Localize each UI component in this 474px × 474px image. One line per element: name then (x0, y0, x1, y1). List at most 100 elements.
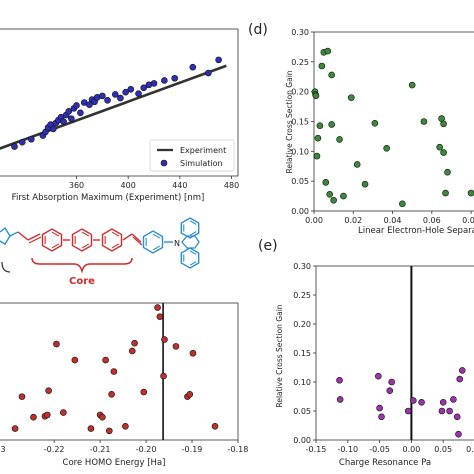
e-y-label: Relative Cross Section Gain (275, 304, 284, 407)
data-point (122, 422, 129, 430)
legend-simulation: Simulation (180, 159, 223, 168)
data-point (27, 135, 35, 143)
data-point (30, 413, 37, 421)
y-tick-label: 0.15 (293, 349, 311, 358)
data-point (204, 69, 212, 77)
data-point (376, 404, 383, 412)
y-tick-label: 0.00 (293, 436, 311, 445)
data-point (18, 138, 26, 146)
x-tick-label: -0.22 (44, 445, 65, 454)
x-tick-label: -0.10 (337, 445, 358, 454)
data-point (87, 425, 95, 432)
data-point (388, 378, 395, 386)
bond (28, 236, 42, 244)
absorption-x-label: First Absorption Maximum (Experiment) [n… (12, 193, 205, 203)
bond (27, 233, 41, 241)
data-point (455, 430, 462, 438)
terminal-brace (1, 261, 11, 273)
data-point (215, 56, 222, 64)
d-x-label: Linear Electron-Hole Separa (358, 226, 474, 236)
panel-label-d: (d) (248, 22, 268, 38)
data-point (117, 94, 124, 102)
data-point (336, 136, 343, 143)
core-label: Core (69, 276, 95, 287)
data-point (444, 168, 451, 176)
data-point (399, 200, 406, 208)
data-point (353, 161, 361, 168)
x-tick-label: -0.20 (136, 445, 157, 454)
data-point (161, 77, 168, 84)
data-point (108, 391, 115, 398)
data-point (60, 409, 67, 416)
x-tick-label: 400 (121, 181, 136, 190)
data-point (140, 84, 147, 92)
data-point (18, 393, 26, 400)
benzene-ring (180, 247, 200, 269)
x-tick-label: 480 (224, 181, 239, 190)
data-point (326, 190, 334, 198)
data-point (172, 343, 180, 350)
data-point (45, 387, 52, 394)
data-point (371, 119, 379, 127)
panel-label-e: (e) (258, 238, 278, 254)
x-tick-label: 0.08 (462, 216, 474, 225)
core-brace (31, 257, 133, 274)
double-bond (51, 231, 60, 237)
data-point (140, 388, 148, 396)
molecule-structure: N Core (0, 217, 200, 287)
data-point (60, 118, 67, 125)
data-point (442, 189, 449, 197)
data-point (122, 88, 129, 96)
double-bond (152, 233, 161, 239)
double-bond (189, 231, 197, 236)
data-point (336, 376, 343, 384)
double-bond (81, 243, 90, 249)
data-point (348, 94, 355, 101)
data-point (11, 143, 18, 150)
data-point (43, 411, 51, 419)
bond (9, 231, 19, 237)
c-x-label: Core HOMO Energy [Ha] (63, 458, 166, 468)
data-point (104, 96, 111, 104)
data-point (128, 347, 136, 355)
data-point (456, 375, 464, 383)
data-point (53, 340, 60, 348)
data-point (330, 196, 337, 204)
data-point (328, 121, 335, 128)
legend-experiment: Experiment (180, 146, 226, 155)
benzene-ring (101, 228, 123, 252)
data-point (420, 118, 428, 125)
double-bond (111, 231, 120, 237)
data-point (11, 425, 19, 432)
data-point (314, 134, 322, 142)
benzene-ring (142, 230, 164, 254)
data-point (102, 356, 109, 364)
data-point (440, 149, 447, 156)
data-point (446, 407, 453, 415)
y-tick-label: 0.30 (293, 262, 311, 271)
data-point (439, 398, 447, 406)
data-point (375, 372, 382, 380)
y-tick-label: 0.05 (291, 177, 309, 186)
double-bond (189, 261, 197, 266)
data-point (336, 396, 344, 403)
data-point (318, 62, 326, 70)
bond (131, 233, 142, 243)
data-point (450, 396, 457, 403)
pyrrole-ring (181, 235, 200, 249)
data-point (154, 304, 161, 311)
x-tick-label: 0.02 (344, 216, 362, 225)
data-point (111, 91, 119, 98)
data-point (386, 387, 394, 395)
x-tick-label: 0.00 (402, 445, 420, 454)
benzene-ring (41, 228, 63, 252)
x-tick-label: -0.15 (306, 445, 327, 454)
x-tick-label: 0.10 (466, 445, 474, 454)
data-point (49, 125, 57, 133)
x-tick-label: 0.00 (305, 216, 323, 225)
data-point (324, 47, 332, 55)
data-point (127, 85, 135, 93)
y-tick-label: 0.00 (291, 207, 309, 216)
d-y-label: Relative Cross Section Gain (285, 70, 294, 173)
